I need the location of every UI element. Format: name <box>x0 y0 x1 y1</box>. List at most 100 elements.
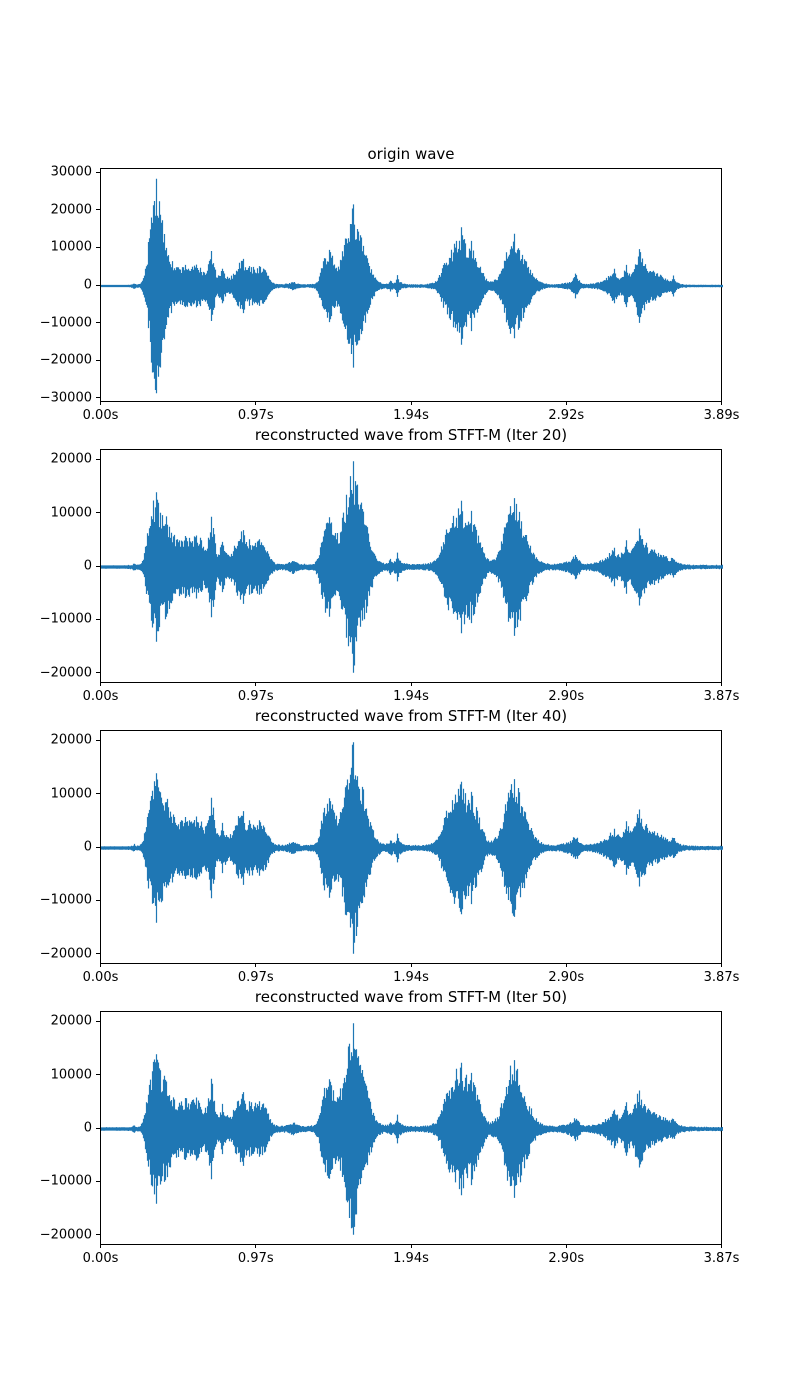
x-tick-label: 3.87s <box>703 1251 740 1266</box>
subplot-iter-20: reconstructed wave from STFT-M (Iter 20)… <box>40 426 740 704</box>
x-tick-mark <box>565 1244 567 1248</box>
plot-title: reconstructed wave from STFT-M (Iter 40) <box>254 707 568 725</box>
x-tick-mark <box>100 963 101 967</box>
x-tick-label: 1.94s <box>393 689 429 704</box>
y-tick-mark <box>96 359 100 361</box>
y-tick-label: −10000 <box>39 1173 92 1189</box>
x-tick-mark <box>410 1244 412 1248</box>
plot-title: reconstructed wave from STFT-M (Iter 20) <box>254 426 568 444</box>
subplot-iter-40: reconstructed wave from STFT-M (Iter 40)… <box>40 707 740 985</box>
y-tick-mark <box>96 284 100 286</box>
axes-frame <box>100 730 723 964</box>
y-tick-label: 0 <box>83 1120 92 1136</box>
y-tick-mark <box>96 899 100 901</box>
x-tick-label: 2.92s <box>548 408 585 423</box>
x-tick-mark <box>410 963 412 967</box>
y-tick-label: −10000 <box>39 315 92 331</box>
y-tick-label: 10000 <box>50 239 92 255</box>
y-tick-label: 10000 <box>50 1067 92 1083</box>
y-tick-mark <box>96 1127 100 1129</box>
x-tick-label: 3.87s <box>703 689 740 704</box>
x-tick-mark <box>565 401 567 405</box>
x-tick-mark <box>100 682 101 686</box>
waveform <box>101 742 723 954</box>
x-tick-mark <box>721 963 722 967</box>
x-tick-mark <box>721 401 722 405</box>
waveform <box>101 461 723 673</box>
y-tick-label: 20000 <box>50 202 92 218</box>
x-tick-mark <box>410 682 412 686</box>
y-tick-label: −10000 <box>39 611 92 627</box>
axes-frame <box>100 168 723 402</box>
waveform-trace <box>101 742 723 954</box>
x-tick-label: 1.94s <box>393 408 429 423</box>
x-tick-mark <box>721 682 722 686</box>
x-tick-label: 0.00s <box>82 408 119 423</box>
x-tick-label: 1.94s <box>393 970 429 985</box>
x-tick-label: 2.90s <box>548 689 585 704</box>
y-tick-mark <box>96 1020 100 1022</box>
x-tick-label: 0.97s <box>237 689 274 704</box>
x-tick-mark <box>100 401 101 405</box>
y-tick-label: 20000 <box>50 451 92 467</box>
x-tick-label: 3.87s <box>703 970 740 985</box>
y-tick-mark <box>96 1234 100 1236</box>
x-tick-mark <box>255 1244 257 1248</box>
x-tick-mark <box>721 1244 722 1248</box>
y-tick-mark <box>96 458 100 460</box>
x-tick-label: 2.90s <box>548 1251 585 1266</box>
waveform <box>101 1023 723 1235</box>
y-tick-mark <box>96 793 100 795</box>
x-tick-mark <box>565 682 567 686</box>
x-tick-label: 0.97s <box>237 408 274 423</box>
x-tick-label: 2.90s <box>548 970 585 985</box>
y-tick-mark <box>96 1180 100 1182</box>
y-tick-label: −20000 <box>39 1227 92 1243</box>
x-tick-mark <box>255 963 257 967</box>
y-tick-mark <box>96 1074 100 1076</box>
plot-title: reconstructed wave from STFT-M (Iter 50) <box>254 988 568 1006</box>
x-tick-mark <box>565 963 567 967</box>
y-tick-mark <box>96 171 100 173</box>
y-tick-mark <box>96 565 100 567</box>
y-tick-label: −10000 <box>39 892 92 908</box>
y-tick-mark <box>96 672 100 674</box>
x-tick-mark <box>255 401 257 405</box>
y-tick-mark <box>96 512 100 514</box>
y-tick-mark <box>96 846 100 848</box>
x-tick-label: 0.97s <box>237 1251 274 1266</box>
subplot-iter-50: reconstructed wave from STFT-M (Iter 50)… <box>40 988 740 1266</box>
x-tick-mark <box>410 401 412 405</box>
y-tick-label: −20000 <box>39 665 92 681</box>
y-tick-mark <box>96 322 100 324</box>
waveform-trace <box>101 178 723 394</box>
y-tick-label: 10000 <box>50 505 92 521</box>
x-tick-label: 0.00s <box>82 1251 119 1266</box>
y-tick-label: 0 <box>83 839 92 855</box>
y-tick-label: −30000 <box>39 390 92 406</box>
x-tick-label: 0.00s <box>82 970 119 985</box>
waveform-trace <box>101 1023 723 1235</box>
axes-frame <box>100 1011 723 1245</box>
x-tick-label: 1.94s <box>393 1251 429 1266</box>
plot-title: origin wave <box>367 145 455 163</box>
y-tick-label: 0 <box>83 558 92 574</box>
y-tick-label: 0 <box>83 277 92 293</box>
y-tick-mark <box>96 739 100 741</box>
y-tick-mark <box>96 209 100 211</box>
subplot-origin-wave: origin wave 30000 20000 10000 0 −10000 −20000… <box>40 145 740 423</box>
y-tick-mark <box>96 618 100 620</box>
x-tick-mark <box>100 1244 101 1248</box>
x-tick-mark <box>255 682 257 686</box>
y-tick-label: 30000 <box>50 164 92 180</box>
y-tick-label: 20000 <box>50 1013 92 1029</box>
waveform-trace <box>101 461 723 673</box>
x-tick-label: 0.97s <box>237 970 274 985</box>
y-tick-label: 10000 <box>50 786 92 802</box>
y-tick-mark <box>96 397 100 399</box>
y-tick-mark <box>96 246 100 248</box>
x-tick-label: 0.00s <box>82 689 119 704</box>
waveform <box>101 178 723 394</box>
axes-frame <box>100 449 723 683</box>
